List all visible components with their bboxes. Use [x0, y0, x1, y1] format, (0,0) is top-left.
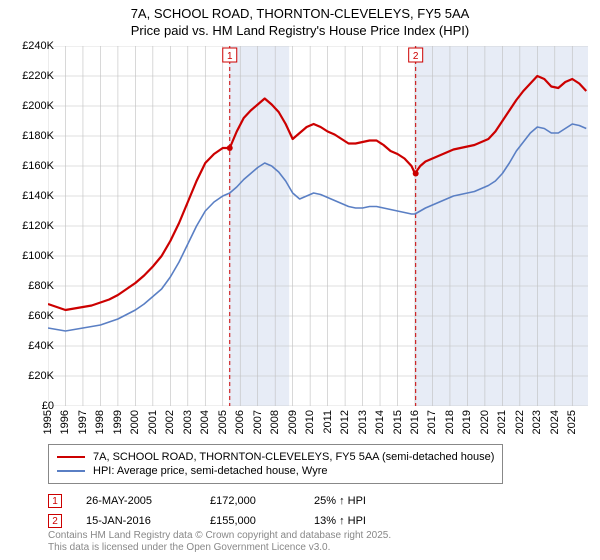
title-line-1: 7A, SCHOOL ROAD, THORNTON-CLEVELEYS, FY5…	[0, 0, 600, 21]
y-axis-tick-label: £220K	[10, 70, 54, 82]
y-axis-tick-label: £120K	[10, 220, 54, 232]
y-axis-tick-label: £160K	[10, 160, 54, 172]
x-axis-tick-label: 2002	[164, 410, 176, 434]
y-axis-tick-label: £60K	[10, 310, 54, 322]
marker-number-box: 1	[48, 494, 62, 508]
x-axis-tick-label: 2013	[357, 410, 369, 434]
chart-svg: 12	[48, 46, 588, 406]
x-axis-tick-label: 2000	[129, 410, 141, 434]
legend-item: HPI: Average price, semi-detached house,…	[57, 465, 494, 477]
y-axis-tick-label: £100K	[10, 250, 54, 262]
y-axis-tick-label: £200K	[10, 100, 54, 112]
x-axis-tick-label: 2010	[304, 410, 316, 434]
x-axis-tick-label: 2012	[339, 410, 351, 434]
x-axis-tick-label: 2017	[426, 410, 438, 434]
y-axis-tick-label: £180K	[10, 130, 54, 142]
svg-text:2: 2	[413, 51, 419, 62]
x-axis-tick-label: 2008	[269, 410, 281, 434]
y-axis-tick-label: £80K	[10, 280, 54, 292]
x-axis-tick-label: 2014	[374, 410, 386, 434]
legend-item: 7A, SCHOOL ROAD, THORNTON-CLEVELEYS, FY5…	[57, 451, 494, 463]
x-axis-tick-label: 2007	[252, 410, 264, 434]
legend-box: 7A, SCHOOL ROAD, THORNTON-CLEVELEYS, FY5…	[48, 444, 503, 484]
marker-pct: 25% ↑ HPI	[314, 495, 414, 507]
title-line-2: Price paid vs. HM Land Registry's House …	[0, 21, 600, 38]
x-axis-tick-label: 2022	[514, 410, 526, 434]
x-axis-tick-label: 2018	[444, 410, 456, 434]
marker-row: 1 26-MAY-2005 £172,000 25% ↑ HPI	[48, 492, 414, 510]
x-axis-tick-label: 2023	[531, 410, 543, 434]
x-axis-tick-label: 1995	[42, 410, 54, 434]
x-axis-tick-label: 2020	[479, 410, 491, 434]
footer-line-1: Contains HM Land Registry data © Crown c…	[48, 530, 391, 542]
x-axis-tick-label: 2019	[461, 410, 473, 434]
y-axis-tick-label: £240K	[10, 40, 54, 52]
y-axis-tick-label: £20K	[10, 370, 54, 382]
x-axis-tick-label: 2001	[147, 410, 159, 434]
x-axis-tick-label: 2015	[392, 410, 404, 434]
legend-label: 7A, SCHOOL ROAD, THORNTON-CLEVELEYS, FY5…	[93, 451, 494, 463]
legend-swatch	[57, 470, 85, 472]
x-axis-tick-label: 2005	[217, 410, 229, 434]
chart-container: 7A, SCHOOL ROAD, THORNTON-CLEVELEYS, FY5…	[0, 0, 600, 560]
marker-number-box: 2	[48, 514, 62, 528]
x-axis-tick-label: 2016	[409, 410, 421, 434]
x-axis-tick-label: 2003	[182, 410, 194, 434]
marker-row: 2 15-JAN-2016 £155,000 13% ↑ HPI	[48, 512, 414, 530]
footer-attribution: Contains HM Land Registry data © Crown c…	[48, 530, 391, 554]
footer-line-2: This data is licensed under the Open Gov…	[48, 542, 391, 554]
chart-plot-area: 12	[48, 46, 588, 406]
x-axis-tick-label: 1998	[94, 410, 106, 434]
marker-price: £172,000	[210, 495, 290, 507]
marker-date: 26-MAY-2005	[86, 495, 186, 507]
x-axis-tick-label: 2021	[496, 410, 508, 434]
svg-text:1: 1	[227, 51, 233, 62]
x-axis-tick-label: 2009	[287, 410, 299, 434]
x-axis-tick-label: 2024	[549, 410, 561, 434]
x-axis-tick-label: 2006	[234, 410, 246, 434]
x-axis-tick-label: 1996	[59, 410, 71, 434]
x-axis-tick-label: 1997	[77, 410, 89, 434]
legend-swatch	[57, 456, 85, 458]
marker-table: 1 26-MAY-2005 £172,000 25% ↑ HPI 2 15-JA…	[48, 490, 414, 532]
legend-label: HPI: Average price, semi-detached house,…	[93, 465, 327, 477]
x-axis-tick-label: 2011	[322, 410, 334, 434]
x-axis-tick-label: 2025	[566, 410, 578, 434]
marker-price: £155,000	[210, 515, 290, 527]
x-axis-tick-label: 2004	[199, 410, 211, 434]
marker-date: 15-JAN-2016	[86, 515, 186, 527]
y-axis-tick-label: £40K	[10, 340, 54, 352]
x-axis-tick-label: 1999	[112, 410, 124, 434]
y-axis-tick-label: £140K	[10, 190, 54, 202]
marker-pct: 13% ↑ HPI	[314, 515, 414, 527]
